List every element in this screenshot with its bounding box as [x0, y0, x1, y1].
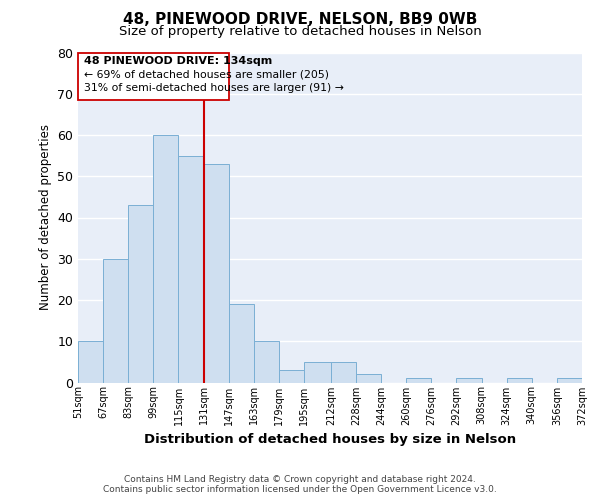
X-axis label: Distribution of detached houses by size in Nelson: Distribution of detached houses by size … — [144, 433, 516, 446]
Bar — [406, 378, 431, 382]
Bar — [103, 259, 128, 382]
Bar — [331, 362, 356, 382]
Bar — [356, 374, 381, 382]
Text: 31% of semi-detached houses are larger (91) →: 31% of semi-detached houses are larger (… — [84, 84, 344, 94]
Bar — [304, 362, 331, 382]
Bar — [254, 341, 279, 382]
Text: Contains HM Land Registry data © Crown copyright and database right 2024.
Contai: Contains HM Land Registry data © Crown c… — [103, 474, 497, 494]
Bar — [229, 304, 254, 382]
Bar — [279, 370, 304, 382]
Bar — [457, 378, 482, 382]
Bar — [557, 378, 582, 382]
Bar — [178, 156, 203, 382]
Text: 48, PINEWOOD DRIVE, NELSON, BB9 0WB: 48, PINEWOOD DRIVE, NELSON, BB9 0WB — [123, 12, 477, 28]
Y-axis label: Number of detached properties: Number of detached properties — [38, 124, 52, 310]
Text: Size of property relative to detached houses in Nelson: Size of property relative to detached ho… — [119, 25, 481, 38]
FancyBboxPatch shape — [78, 52, 229, 100]
Text: 48 PINEWOOD DRIVE: 134sqm: 48 PINEWOOD DRIVE: 134sqm — [84, 56, 272, 66]
Bar — [154, 135, 178, 382]
Bar — [506, 378, 532, 382]
Text: ← 69% of detached houses are smaller (205): ← 69% of detached houses are smaller (20… — [84, 70, 329, 80]
Bar — [203, 164, 229, 382]
Bar — [128, 205, 154, 382]
Bar — [78, 341, 103, 382]
